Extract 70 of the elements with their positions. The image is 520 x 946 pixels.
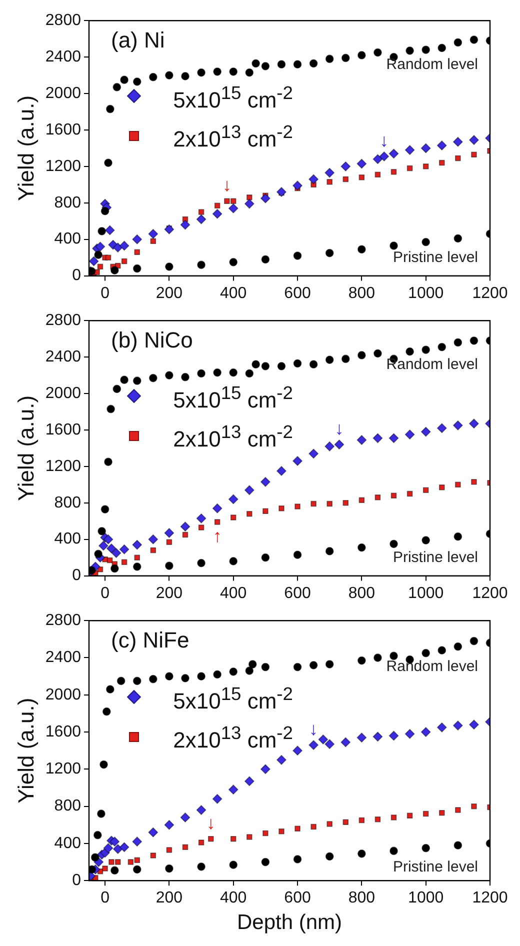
x-tick-label: 1200 <box>472 890 508 907</box>
y-tick-label: 1600 <box>45 421 82 438</box>
annotation: Random level <box>386 56 478 73</box>
chart-title: (c) NiFe <box>110 628 190 653</box>
y-axis-title: Yield (a.u.) <box>13 698 38 804</box>
y-tick-label: 1600 <box>45 723 82 740</box>
y-tick-label: 2800 <box>45 312 82 330</box>
x-tick-label: 0 <box>100 890 110 907</box>
y-tick-label: 2400 <box>45 48 82 66</box>
x-tick-label: 1200 <box>472 284 508 302</box>
y-tick-label: 1200 <box>45 158 82 175</box>
y-tick-label: 400 <box>54 530 82 548</box>
y-tick-label: 400 <box>54 230 82 248</box>
legend-label: 2x10$^{13}$ cm$^{-2}$ <box>173 420 293 454</box>
y-tick-label: 400 <box>54 834 82 852</box>
legend-label: 5x10$^{15}$ cm$^{-2}$ <box>173 380 293 414</box>
y-axis-title: Yield (a.u.) <box>13 395 38 501</box>
annotation: ↑ <box>212 526 222 546</box>
y-tick-label: 800 <box>54 494 82 512</box>
annotation: Random level <box>386 356 478 373</box>
x-tick-label: 1000 <box>408 584 444 602</box>
x-tick-label: 200 <box>156 890 183 907</box>
y-tick-label: 2000 <box>45 384 82 402</box>
legend-label: 5x10$^{15}$ cm$^{-2}$ <box>173 682 293 716</box>
annotation: ↓ <box>334 418 344 439</box>
chart-title: (b) NiCo <box>110 328 193 353</box>
chart-title: (a) Ni <box>110 28 165 53</box>
legend-label: 2x10$^{13}$ cm$^{-2}$ <box>173 120 293 154</box>
y-tick-label: 2400 <box>45 649 82 666</box>
x-tick-label: 400 <box>220 584 247 602</box>
x-tick-label: 800 <box>348 890 376 907</box>
y-tick-label: 1200 <box>45 760 82 778</box>
x-axis-title: Depth (nm) <box>236 911 342 934</box>
y-tick-label: 2800 <box>45 612 82 630</box>
annotation: ↓ <box>206 812 216 833</box>
y-tick-label: 800 <box>54 194 82 212</box>
y-tick-label: 1600 <box>45 121 82 138</box>
y-tick-label: 800 <box>54 798 82 815</box>
annotation: ↓ <box>309 718 318 739</box>
x-tick-label: 600 <box>284 284 311 302</box>
x-tick-label: 600 <box>284 890 311 907</box>
annotation: ↓ <box>380 130 389 150</box>
annotation: Pristine level <box>392 858 478 876</box>
y-tick-label: 0 <box>72 567 82 584</box>
y-tick-label: 1200 <box>45 458 82 475</box>
y-tick-label: 2800 <box>45 12 82 30</box>
x-tick-label: 0 <box>100 284 110 302</box>
legend-label: 5x10$^{15}$ cm$^{-2}$ <box>173 80 293 114</box>
annotation: ↓ <box>222 175 232 196</box>
x-tick-label: 1000 <box>408 284 444 302</box>
x-tick-label: 600 <box>284 584 311 602</box>
annotation: Pristine level <box>392 249 478 266</box>
y-tick-label: 2400 <box>45 348 82 366</box>
x-tick-label: 200 <box>156 284 183 302</box>
x-tick-label: 200 <box>156 584 183 602</box>
x-tick-label: 800 <box>348 284 376 302</box>
x-tick-label: 1000 <box>408 890 444 907</box>
x-tick-label: 400 <box>220 284 247 302</box>
y-tick-label: 0 <box>72 872 82 890</box>
legend-label: 2x10$^{13}$ cm$^{-2}$ <box>173 721 293 754</box>
annotation: Pristine level <box>392 549 478 566</box>
x-tick-label: 0 <box>100 584 110 602</box>
x-tick-label: 800 <box>348 584 376 602</box>
x-tick-label: 1200 <box>472 584 508 602</box>
x-tick-label: 400 <box>220 890 247 907</box>
y-tick-label: 2000 <box>45 84 82 102</box>
y-axis-title: Yield (a.u.) <box>13 95 38 201</box>
y-tick-label: 0 <box>72 267 82 284</box>
y-tick-label: 2000 <box>45 686 82 704</box>
annotation: Random level <box>386 658 478 676</box>
